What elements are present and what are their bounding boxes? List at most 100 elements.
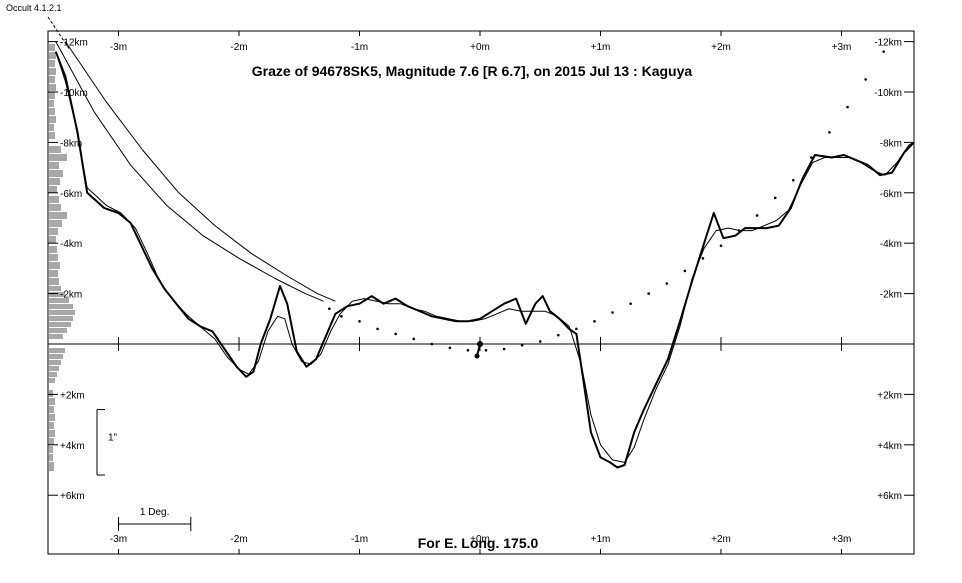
histogram-bar bbox=[49, 124, 54, 131]
histogram-bar bbox=[49, 316, 73, 321]
limb-curve-line bbox=[55, 41, 324, 302]
histogram-bar bbox=[49, 304, 73, 309]
vertical-scale-label: 1" bbox=[108, 432, 118, 443]
predicted-limb-dot bbox=[810, 156, 813, 159]
histogram-bar bbox=[49, 236, 56, 243]
scale-bar-label: 1 Deg. bbox=[140, 507, 169, 518]
histogram-bar bbox=[49, 390, 53, 397]
y-tick-label-left: +4km bbox=[60, 441, 85, 452]
predicted-limb-dot bbox=[792, 178, 795, 182]
histogram-bar bbox=[49, 60, 55, 67]
lunar-profile-line bbox=[54, 51, 915, 469]
predicted-limb-dot bbox=[484, 349, 488, 352]
histogram-bar bbox=[49, 270, 58, 277]
histogram-bar bbox=[49, 212, 67, 219]
histogram-bars bbox=[49, 44, 75, 471]
histogram-bar bbox=[49, 454, 53, 461]
predicted-limb-dot bbox=[466, 349, 470, 352]
y-tick-label-right: +2km bbox=[877, 390, 902, 401]
predicted-limb-dot bbox=[864, 78, 867, 81]
x-tick-label-bottom: +2m bbox=[711, 534, 731, 545]
predicted-limb-dot bbox=[647, 292, 650, 295]
axis-ticks: -3m -3m -2m -2m -1m -1m +0m +0m +1m +1m +2m +2m +3m +… bbox=[48, 31, 914, 554]
predicted-limb-dot bbox=[430, 342, 434, 346]
histogram-bar bbox=[49, 292, 65, 297]
histogram-bar bbox=[49, 228, 58, 235]
x-tick-label-top: +2m bbox=[711, 42, 731, 53]
y-tick-label-right: -8km bbox=[880, 138, 902, 149]
histogram-bar bbox=[49, 76, 55, 83]
y-tick-label-left: -2km bbox=[60, 290, 82, 301]
predicted-limb-dot bbox=[448, 346, 452, 350]
predicted-limb-dot bbox=[828, 131, 831, 134]
histogram-bar bbox=[49, 92, 55, 99]
y-tick-label-left: -6km bbox=[60, 189, 82, 200]
predicted-limb-dot bbox=[502, 347, 506, 351]
predicted-limb-dot bbox=[683, 269, 687, 273]
x-tick-label-top: +1m bbox=[591, 42, 611, 53]
y-tick-label-left: -4km bbox=[60, 239, 82, 250]
histogram-bar bbox=[49, 154, 67, 161]
histogram-bar bbox=[49, 246, 57, 253]
histogram-bar bbox=[49, 366, 59, 371]
x-tick-label-bottom: -1m bbox=[351, 534, 368, 545]
y-tick-label-right: +6km bbox=[877, 491, 902, 502]
app-title-pointer bbox=[47, 16, 71, 51]
histogram-bar bbox=[49, 116, 56, 123]
predicted-limb-dot bbox=[665, 282, 669, 285]
predicted-limb-dot bbox=[737, 229, 741, 232]
histogram-bar bbox=[49, 398, 55, 405]
histogram-bar bbox=[49, 262, 60, 269]
y-tick-label-right: -12km bbox=[874, 38, 902, 49]
histogram-bar bbox=[49, 286, 61, 291]
observer-marker-end bbox=[474, 353, 480, 359]
histogram-bar bbox=[49, 310, 75, 315]
histogram-bar bbox=[49, 278, 59, 285]
y-tick-label-left: +2km bbox=[60, 390, 85, 401]
y-tick-label-left: -12km bbox=[60, 38, 88, 49]
y-tick-label-right: -10km bbox=[874, 88, 902, 99]
histogram-bar bbox=[49, 44, 55, 51]
predicted-limb-dot bbox=[340, 314, 343, 318]
predicted-limb-dot bbox=[557, 333, 560, 337]
predicted-limb-dot bbox=[328, 307, 331, 311]
predicted-limb-dot bbox=[593, 320, 596, 323]
y-tick-label-left: +6km bbox=[60, 491, 85, 502]
x-tick-label-top: -1m bbox=[351, 42, 368, 53]
histogram-bar bbox=[49, 52, 56, 59]
histogram-bar bbox=[49, 334, 63, 339]
histogram-bar bbox=[49, 360, 61, 365]
histogram-bar bbox=[49, 204, 61, 211]
histogram-bar bbox=[49, 68, 56, 75]
histogram-bar bbox=[49, 462, 54, 471]
x-tick-label-top: -3m bbox=[110, 42, 127, 53]
x-tick-label-bottom: -2m bbox=[230, 534, 247, 545]
predicted-limb-dot bbox=[719, 244, 723, 248]
scale-indicators: 1 Deg. 1" bbox=[96, 409, 192, 531]
predicted-limb-dot bbox=[701, 257, 705, 260]
app-title: Occult 4.1.2.1 bbox=[6, 3, 62, 13]
chart-footer: For E. Long. 175.0 bbox=[418, 535, 539, 551]
histogram-bar bbox=[49, 328, 67, 333]
profile-series bbox=[54, 41, 915, 469]
histogram-bar bbox=[49, 178, 60, 185]
predicted-limb-dot bbox=[611, 311, 614, 314]
predicted-limb-dot bbox=[629, 302, 632, 305]
histogram-bar bbox=[49, 372, 57, 377]
histogram-bar bbox=[49, 322, 71, 327]
histogram-bar bbox=[49, 446, 53, 453]
histogram-bar bbox=[49, 146, 61, 153]
histogram-bar bbox=[49, 162, 59, 169]
x-tick-label-bottom: +3m bbox=[832, 534, 852, 545]
y-tick-label-left: -10km bbox=[60, 88, 88, 99]
y-tick-label-right: +4km bbox=[877, 441, 902, 452]
histogram-bar bbox=[49, 132, 55, 139]
chart-title: Graze of 94678SK5, Magnitude 7.6 [R 6.7]… bbox=[252, 63, 693, 79]
histogram-bar bbox=[49, 422, 54, 429]
y-tick-label-right: -6km bbox=[880, 189, 902, 200]
histogram-bar bbox=[49, 414, 55, 421]
y-tick-label-right: -4km bbox=[880, 239, 902, 250]
x-tick-label-bottom: +1m bbox=[591, 534, 611, 545]
histogram-bar bbox=[49, 298, 69, 303]
